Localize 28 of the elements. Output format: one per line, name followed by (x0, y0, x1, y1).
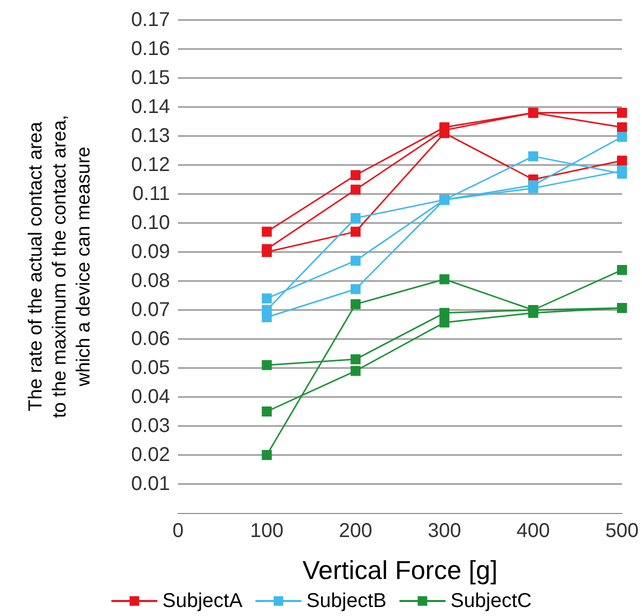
legend-label: SubjectB (306, 590, 386, 612)
x-tick-label: 500 (605, 520, 639, 542)
y-tick-label: 0.03 (131, 415, 170, 437)
y-tick-label: 0.05 (131, 357, 170, 379)
y-tick-label: 0.04 (131, 386, 170, 408)
y-tick-label: 0.11 (132, 183, 170, 205)
y-tick-label: 0.13 (131, 125, 170, 147)
y-tick-label: 0.06 (131, 328, 170, 350)
y-tick-label: 0.17 (131, 9, 170, 31)
y-tick-label: 0.10 (131, 212, 170, 234)
legend-label: SubjectC (450, 590, 532, 612)
x-axis-title: Vertical Force [g] (302, 555, 498, 585)
y-tick-label: 0.16 (131, 38, 170, 60)
x-tick-label: 300 (428, 520, 462, 542)
y-tick-label: 0.12 (131, 154, 170, 176)
legend-label: SubjectA (162, 590, 244, 612)
x-tick-label: 200 (338, 520, 372, 542)
y-tick-label: 0.14 (131, 96, 170, 118)
y-tick-label: 0.07 (131, 299, 170, 321)
y-tick-label: 0.15 (131, 67, 170, 89)
y-tick-label: 0.08 (131, 270, 170, 292)
y-axis-title: The rate of the actual contact area to the maximum of the contact area, which a device can measure (26, 114, 94, 418)
x-tick-label: 0 (172, 520, 184, 542)
y-tick-label: 0.01 (131, 473, 170, 495)
y-tick-label: 0.02 (131, 444, 170, 466)
x-tick-label: 100 (250, 520, 284, 542)
y-tick-label: 0.09 (131, 241, 170, 263)
x-tick-label: 400 (516, 520, 550, 542)
